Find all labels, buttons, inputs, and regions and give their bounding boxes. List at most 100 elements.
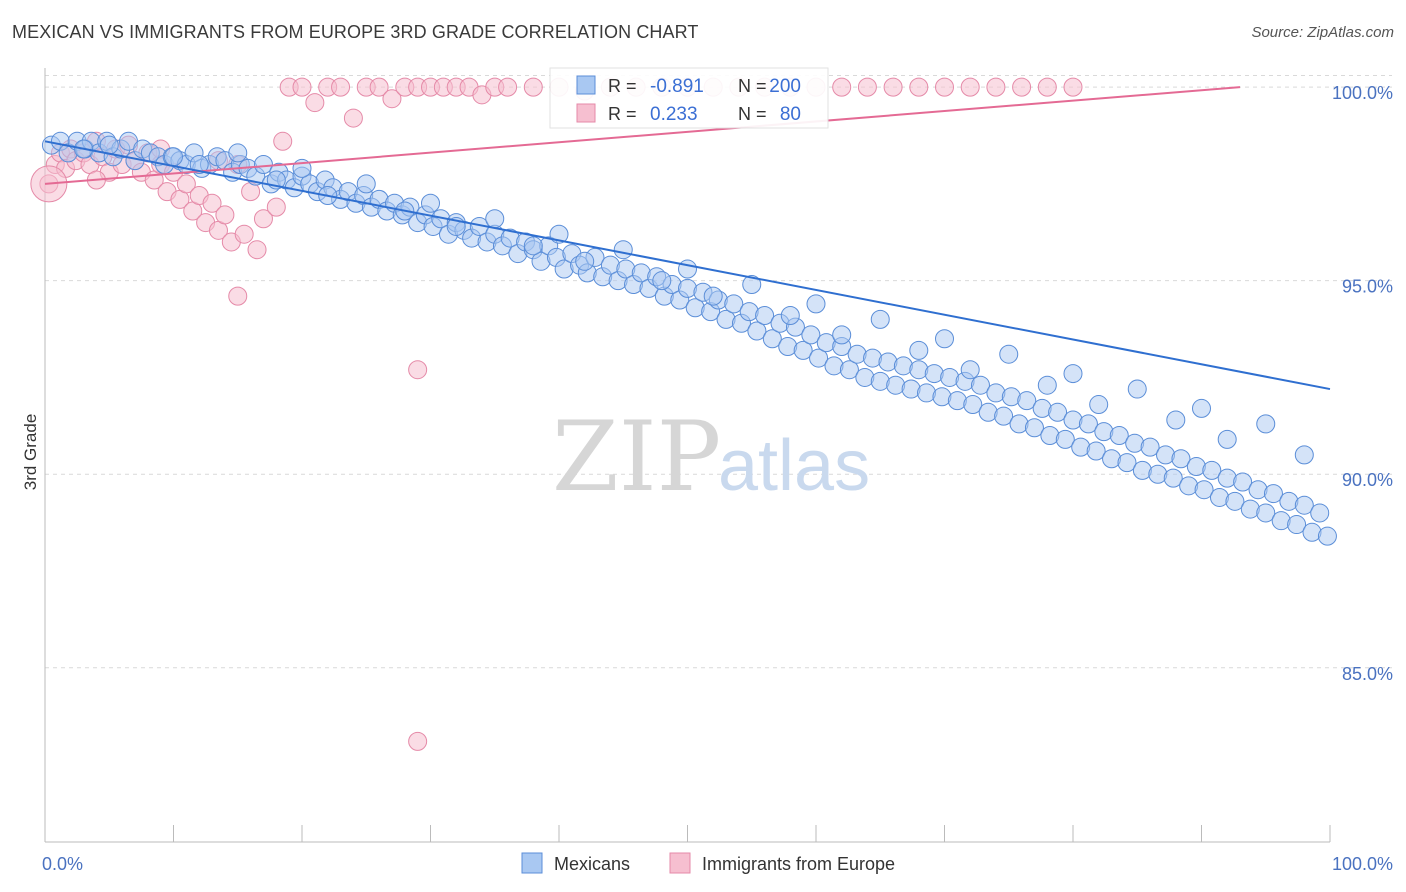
point-mexicans xyxy=(1089,395,1109,415)
point-mexicans xyxy=(421,193,440,213)
point-mexicans xyxy=(724,294,744,314)
point-mexicans xyxy=(1217,429,1237,449)
legend-swatch-blue xyxy=(576,75,596,95)
point-mexicans xyxy=(356,174,376,194)
legend-r-label-2: R = xyxy=(608,104,637,124)
legend-item-immigrants-from-europe: Immigrants from Europe xyxy=(702,854,895,874)
y-axis-label: 3rd Grade xyxy=(21,414,40,491)
legend-r-label-1: R = xyxy=(608,76,637,96)
watermark-zip: ZIP xyxy=(552,401,721,513)
point-mexicans xyxy=(960,360,980,380)
chart-title: MEXICAN VS IMMIGRANTS FROM EUROPE 3RD GR… xyxy=(12,22,699,42)
point-mexicans xyxy=(1256,414,1276,434)
point-mexicans xyxy=(1287,515,1307,535)
point-immigrants-from-europe xyxy=(498,77,518,97)
series-legend: Mexicans Immigrants from Europe xyxy=(521,852,895,874)
point-mexicans xyxy=(935,329,954,349)
point-immigrants-from-europe xyxy=(1063,77,1083,97)
point-mexicans xyxy=(1225,491,1245,511)
point-mexicans xyxy=(164,147,183,167)
point-mexicans xyxy=(970,375,990,395)
point-immigrants-from-europe xyxy=(832,77,852,97)
legend-r-value-2: 0.233 xyxy=(650,104,698,125)
y-tick-label: 90.0% xyxy=(1342,470,1393,490)
x-tick-label-start: 0.0% xyxy=(42,854,83,874)
legend-n-label-1: N = xyxy=(738,76,767,96)
y-tick-labels: 85.0% 90.0% 95.0% 100.0% xyxy=(1332,83,1393,684)
point-mexicans xyxy=(575,251,595,271)
point-mexicans xyxy=(678,259,697,279)
point-immigrants-from-europe xyxy=(883,77,903,97)
legend-swatch-pink xyxy=(576,103,596,123)
point-immigrants-from-europe xyxy=(234,224,254,244)
point-mexicans xyxy=(652,271,672,291)
legend-item-europe-swatch xyxy=(669,852,691,874)
point-immigrants-from-europe xyxy=(1012,77,1032,97)
point-mexicans xyxy=(1202,460,1222,480)
point-mexicans xyxy=(1063,364,1083,384)
point-immigrants-from-europe xyxy=(935,77,954,97)
point-mexicans xyxy=(870,309,890,329)
point-mexicans xyxy=(1109,426,1129,446)
y-tick-label: 85.0% xyxy=(1342,664,1393,684)
point-mexicans xyxy=(1024,418,1044,438)
point-immigrants-from-europe xyxy=(1037,77,1057,97)
point-immigrants-from-europe xyxy=(909,77,929,97)
point-mexicans xyxy=(999,344,1019,364)
point-mexicans xyxy=(1117,453,1137,473)
point-mexicans xyxy=(613,240,633,260)
legend-n-value-1: 200 xyxy=(769,76,801,97)
point-immigrants-from-europe xyxy=(273,131,293,151)
point-mexicans xyxy=(809,348,829,368)
point-mexicans xyxy=(793,340,813,360)
point-mexicans xyxy=(1317,526,1337,546)
legend-n-value-2: 80 xyxy=(780,104,801,125)
point-mexicans xyxy=(485,209,505,229)
point-immigrants-from-europe xyxy=(986,77,1006,97)
point-mexicans xyxy=(1194,480,1214,500)
point-immigrants-from-europe xyxy=(960,77,980,97)
point-mexicans xyxy=(1166,410,1186,430)
point-mexicans xyxy=(909,340,929,360)
point-immigrants-from-europe xyxy=(523,77,543,97)
point-mexicans xyxy=(762,329,782,349)
point-immigrants-from-europe xyxy=(228,286,248,306)
point-mexicans xyxy=(1037,375,1057,395)
point-mexicans xyxy=(832,325,852,345)
point-immigrants-from-europe xyxy=(202,193,222,213)
point-mexicans xyxy=(747,321,767,341)
point-mexicans xyxy=(742,275,762,295)
point-mexicans xyxy=(523,236,543,256)
legend-item-mexicans: Mexicans xyxy=(554,854,630,874)
legend-n-label-2: N = xyxy=(738,104,767,124)
x-tick-labels: 0.0% 100.0% xyxy=(42,854,1393,874)
point-immigrants-from-europe xyxy=(857,77,877,97)
point-mexicans xyxy=(189,155,209,175)
point-mexicans xyxy=(703,286,723,306)
trend-line-immigrants-from-europe xyxy=(44,86,1241,185)
point-mexicans xyxy=(963,395,983,415)
legend-r-value-1: -0.891 xyxy=(650,76,704,97)
correlation-legend: R = -0.891 N = 200 R = 0.233 N = 80 xyxy=(549,67,829,129)
point-mexicans xyxy=(1294,445,1314,465)
point-mexicans xyxy=(801,325,821,345)
y-tick-label: 100.0% xyxy=(1332,83,1393,103)
point-immigrants-from-europe xyxy=(266,197,286,217)
point-mexicans xyxy=(806,294,826,314)
point-mexicans xyxy=(228,143,248,163)
point-mexicans xyxy=(1140,437,1160,457)
point-mexicans xyxy=(994,406,1014,426)
point-immigrants-from-europe xyxy=(305,93,325,113)
point-mexicans xyxy=(1127,379,1147,399)
point-mexicans xyxy=(1017,391,1037,411)
point-mexicans xyxy=(1163,468,1183,488)
point-immigrants-from-europe xyxy=(215,205,235,225)
point-immigrants-from-europe xyxy=(408,360,428,380)
watermark-atlas: atlas xyxy=(718,426,870,506)
point-immigrants-from-europe xyxy=(253,209,273,229)
point-immigrants-from-europe xyxy=(247,240,267,260)
point-mexicans xyxy=(1171,449,1191,469)
point-mexicans xyxy=(1048,402,1068,422)
trend-lines xyxy=(44,86,1331,391)
